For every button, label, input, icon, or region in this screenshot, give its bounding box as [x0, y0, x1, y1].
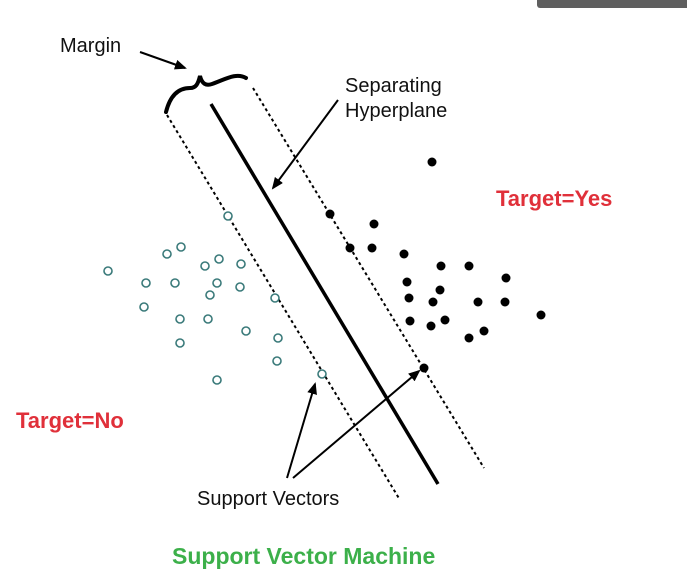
- margin-brace: [164, 73, 248, 114]
- hyperplane-label-line2: Hyperplane: [345, 100, 447, 122]
- point-yes-7: [464, 261, 474, 271]
- point-no-18: [273, 333, 283, 343]
- point-yes-3: [345, 243, 355, 253]
- point-no-11: [235, 282, 245, 292]
- class-no-points: [103, 211, 327, 385]
- target-yes-label: Target=Yes: [496, 186, 612, 211]
- point-no-14: [175, 314, 185, 324]
- separating-hyperplane-line: [209, 103, 440, 485]
- point-yes-12: [428, 297, 438, 307]
- point-yes-4: [367, 243, 377, 253]
- support-vector-arrow-right: [292, 369, 421, 479]
- margin-arrow: [139, 51, 187, 70]
- point-no-21: [317, 369, 327, 379]
- point-yes-17: [426, 321, 436, 331]
- margin-line-right: [252, 87, 485, 469]
- point-no-17: [175, 338, 185, 348]
- point-yes-16: [405, 316, 415, 326]
- point-yes-2: [369, 219, 379, 229]
- point-no-2: [176, 242, 186, 252]
- point-yes-9: [501, 273, 511, 283]
- point-no-6: [200, 261, 210, 271]
- diagram-title: Support Vector Machine: [172, 543, 435, 569]
- hyperplane-label-line1: Separating: [345, 75, 442, 97]
- point-no-16: [241, 326, 251, 336]
- point-yes-11: [404, 293, 414, 303]
- point-yes-14: [500, 297, 510, 307]
- point-yes-19: [479, 326, 489, 336]
- class-yes-points: [325, 157, 546, 373]
- point-yes-5: [399, 249, 409, 259]
- point-no-0: [223, 211, 233, 221]
- point-yes-8: [402, 277, 412, 287]
- point-no-7: [214, 254, 224, 264]
- point-no-8: [236, 259, 246, 269]
- point-yes-6: [436, 261, 446, 271]
- point-yes-20: [464, 333, 474, 343]
- window-topbar: [537, 0, 687, 8]
- support-vector-arrow-left: [286, 382, 317, 479]
- point-no-15: [203, 314, 213, 324]
- point-no-10: [205, 290, 215, 300]
- point-yes-10: [435, 285, 445, 295]
- point-yes-18: [440, 315, 450, 325]
- point-no-20: [212, 375, 222, 385]
- point-yes-21: [419, 363, 429, 373]
- point-yes-15: [536, 310, 546, 320]
- point-no-13: [270, 293, 280, 303]
- point-yes-0: [427, 157, 437, 167]
- point-no-3: [103, 266, 113, 276]
- point-no-5: [170, 278, 180, 288]
- point-no-1: [162, 249, 172, 259]
- hyperplane-arrow: [271, 99, 339, 190]
- point-yes-13: [473, 297, 483, 307]
- margin-label: Margin: [60, 35, 121, 57]
- target-no-label: Target=No: [16, 408, 124, 433]
- point-no-4: [141, 278, 151, 288]
- point-no-19: [272, 356, 282, 366]
- point-no-12: [139, 302, 149, 312]
- point-yes-1: [325, 209, 335, 219]
- point-no-9: [212, 278, 222, 288]
- support-vectors-label: Support Vectors: [197, 488, 339, 510]
